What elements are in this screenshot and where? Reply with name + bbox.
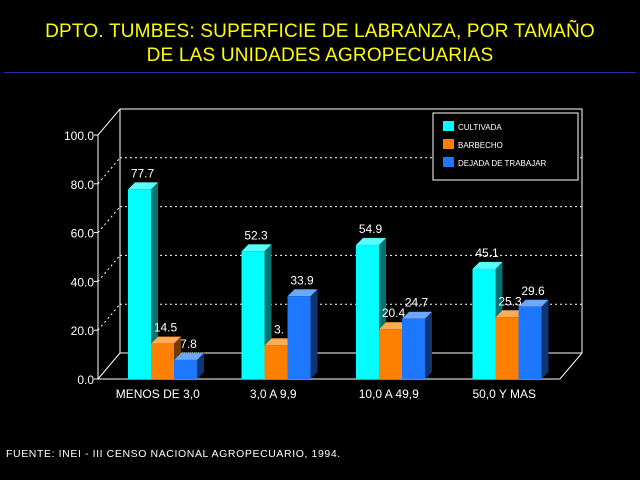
data-label: 54.9 bbox=[359, 222, 383, 236]
bar-side-cultivada bbox=[151, 182, 158, 379]
source-note: FUENTE: INEI - III CENSO NACIONAL AGROPE… bbox=[6, 448, 341, 460]
bar-cultivada bbox=[128, 189, 151, 379]
data-label: 52.3 bbox=[244, 228, 268, 242]
bar-dejada-de-trabajar bbox=[402, 318, 425, 379]
bar-barbecho bbox=[264, 345, 288, 379]
data-label: 24.7 bbox=[405, 296, 429, 310]
y-tick-label: 100.0 bbox=[64, 129, 94, 143]
grid-lines bbox=[97, 157, 582, 331]
chart-title-line-1: DPTO. TUMBES: SUPERFICIE DE LABRANZA, PO… bbox=[45, 21, 595, 42]
title-divider bbox=[4, 72, 636, 73]
bar-cultivada bbox=[472, 268, 496, 379]
y-tick-label: 80.0 bbox=[71, 178, 95, 192]
bar-barbecho bbox=[379, 329, 402, 379]
bar-side-dejada-de-trabajar bbox=[541, 299, 549, 379]
x-tick-label: 50,0 Y MAS bbox=[472, 387, 536, 401]
chart-title: DPTO. TUMBES: SUPERFICIE DE LABRANZA, PO… bbox=[0, 20, 640, 68]
bar-cultivada bbox=[241, 251, 265, 379]
x-tick-label: 3,0 A 9,9 bbox=[250, 387, 297, 401]
data-label: 29.6 bbox=[521, 284, 545, 298]
bar-barbecho bbox=[495, 317, 519, 379]
data-labels: 77.7 14.57.8 52.3 3. 33.9 54.9 20.424.7 45.1 25.… bbox=[131, 166, 545, 351]
bar-dejada-de-trabajar bbox=[518, 306, 542, 379]
chart-title-line-2: DE LAS UNIDADES AGROPECUARIAS bbox=[146, 45, 494, 66]
y-axis-ticks: 0.0 20.0 40.0 60.0 80.0 100.0 bbox=[64, 129, 98, 387]
gridline-side bbox=[97, 303, 121, 331]
y-tick-label: 0.0 bbox=[77, 373, 94, 387]
floor-left bbox=[97, 352, 121, 380]
data-label: 33.9 bbox=[290, 273, 314, 287]
data-label: 3. bbox=[274, 322, 284, 336]
legend-label: DEJADA DE TRABAJAR bbox=[458, 159, 547, 168]
bar-side-dejada-de-trabajar bbox=[425, 311, 432, 379]
data-label: 77.7 bbox=[131, 166, 155, 180]
data-label: 14.5 bbox=[154, 321, 178, 335]
x-tick-label: 10,0 A 49,9 bbox=[359, 387, 419, 401]
x-tick-label: MENOS DE 3,0 bbox=[116, 387, 200, 401]
x-axis-ticks: MENOS DE 3,0 3,0 A 9,9 10,0 A 49,9 50,0 Y M… bbox=[116, 387, 536, 401]
legend-label: BARBECHO bbox=[458, 141, 503, 150]
bar-side-dejada-de-trabajar bbox=[197, 352, 204, 379]
y-tick-label: 20.0 bbox=[71, 324, 95, 338]
bar-cultivada bbox=[356, 245, 379, 379]
legend-box bbox=[432, 112, 579, 181]
legend-swatch bbox=[443, 139, 454, 149]
data-label: 7.8 bbox=[180, 337, 197, 351]
data-label: 45.1 bbox=[475, 246, 499, 260]
gridline-side bbox=[97, 206, 121, 233]
legend-swatch bbox=[443, 121, 454, 131]
bar-dejada-de-trabajar bbox=[174, 359, 197, 379]
gridline-side bbox=[97, 157, 121, 185]
legend-swatch bbox=[443, 157, 454, 167]
data-label: 20.4 bbox=[382, 306, 406, 320]
legend-label: CULTIVADA bbox=[458, 123, 502, 132]
y-tick-label: 60.0 bbox=[71, 227, 95, 241]
bars bbox=[127, 182, 550, 379]
bar-barbecho bbox=[151, 343, 174, 379]
data-label: 25.3 bbox=[498, 294, 522, 308]
legend: CULTIVADA BARBECHO DEJADA DE TRABAJAR bbox=[432, 112, 579, 181]
gridline-side bbox=[97, 255, 121, 282]
bar-side-dejada-de-trabajar bbox=[310, 289, 318, 379]
frame-outline bbox=[97, 108, 583, 353]
bar-dejada-de-trabajar bbox=[287, 296, 311, 379]
y-tick-label: 40.0 bbox=[71, 275, 95, 289]
